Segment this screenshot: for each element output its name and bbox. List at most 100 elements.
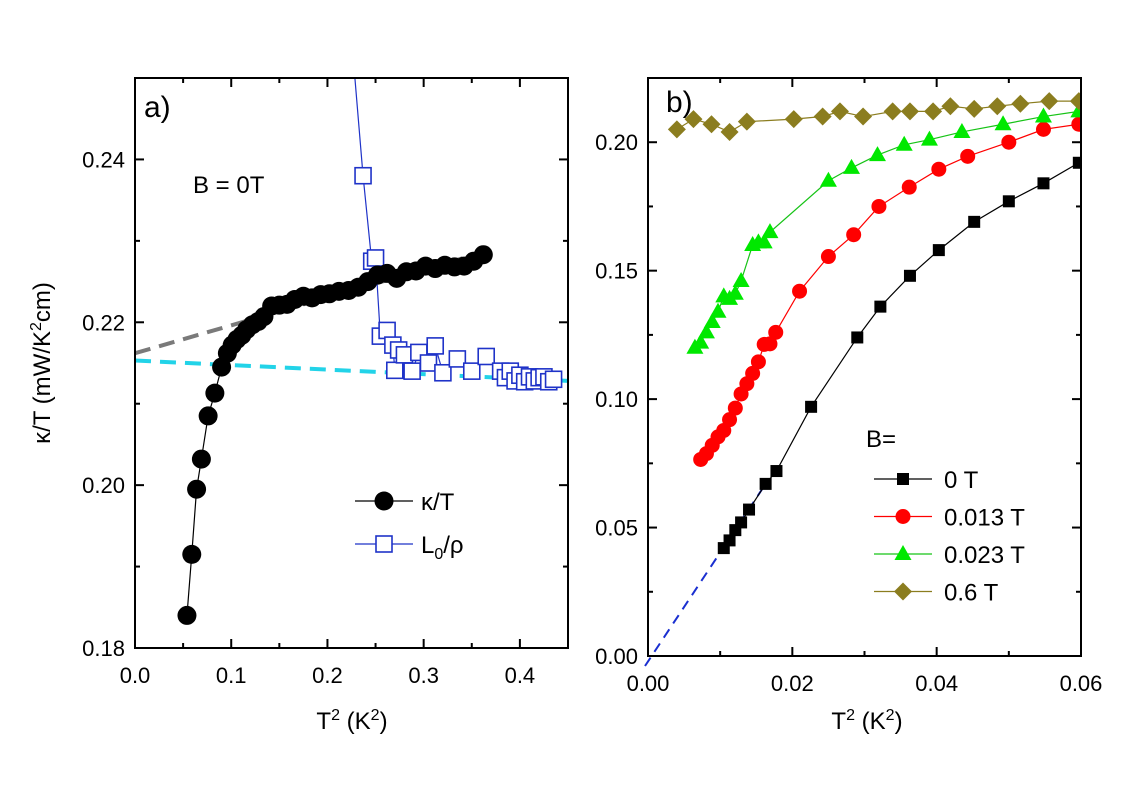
zero-t-legend-marker — [897, 473, 909, 485]
field-0023t-point — [755, 233, 773, 249]
field-0023t-legend-label: 0.023 T — [944, 542, 1025, 569]
field-06t-point — [737, 112, 756, 131]
field-0023t-point — [709, 302, 727, 318]
field-0023t-point — [868, 146, 886, 162]
panel-a-fit-lines — [135, 249, 568, 383]
field-06t-point — [1040, 92, 1059, 111]
kappa-point — [177, 605, 197, 625]
panel-b-fit-lines — [644, 483, 767, 667]
zero-t-point — [805, 400, 818, 413]
panel-a-xtick-label: 0.2 — [312, 663, 343, 688]
zero-t-point — [903, 269, 916, 282]
panel-b-series — [667, 92, 1081, 555]
zero-t-point — [1002, 195, 1015, 208]
field-0013t-series-line — [700, 123, 1079, 460]
kappa-point — [187, 479, 207, 499]
kappa-point — [205, 383, 225, 403]
field-0013t-point — [960, 148, 976, 164]
zero-t-point — [723, 534, 736, 547]
panel-b-frame — [647, 77, 1082, 657]
l0rho-point — [344, 29, 360, 45]
blue-extrapolation-line — [644, 483, 767, 667]
field-06t-point — [924, 102, 943, 121]
field-0013t-legend-label: 0.013 T — [944, 505, 1025, 532]
panel-b-xlabel: T2 (K2) — [831, 707, 902, 735]
panel-a-frame — [134, 77, 569, 649]
panel-b-legend: B= 0 T 0.013 T 0.023 T 0.6 T — [866, 426, 1025, 607]
l0rho-point — [462, 362, 481, 380]
field-0013t-point — [871, 198, 887, 214]
panel-b-ytick-label: 0.10 — [595, 387, 638, 412]
legend-kappa-marker — [374, 491, 394, 511]
field-06t-point — [667, 120, 686, 139]
field-0013t-point — [1035, 121, 1051, 137]
l0rho-point — [385, 361, 404, 380]
l0rho-point — [544, 370, 563, 389]
field-06t-point — [830, 102, 849, 121]
panel-b-xtick-label: 0.02 — [771, 671, 814, 696]
field-0023t-point — [726, 284, 744, 300]
field-0023t-legend-marker — [894, 545, 912, 560]
field-0013t-point — [722, 412, 738, 428]
panel-a-series — [177, 29, 563, 625]
field-06t-point — [1069, 92, 1081, 111]
l0rho-point — [354, 166, 372, 185]
l0rho-point — [403, 362, 421, 380]
panel-b-xtick-label: 0.06 — [1060, 671, 1103, 696]
field-06t-legend-label: 0.6 T — [944, 580, 999, 607]
panel-a-ticks: 0.0 0.1 0.2 0.3 0.4 0.18 0.20 0.22 0.24 — [82, 78, 568, 688]
zero-t-series-line — [723, 162, 1080, 549]
field-0013t-point — [750, 354, 766, 370]
field-0023t-point — [994, 115, 1012, 131]
l0rho-point — [366, 249, 385, 267]
field-0013t-point — [727, 400, 743, 416]
field-0023t-point — [761, 223, 779, 239]
field-0013t-legend-marker — [895, 509, 911, 524]
kappa-point — [191, 449, 211, 469]
zero-t-point — [851, 331, 864, 344]
legend-title: B= — [866, 426, 896, 453]
kappa-point — [182, 544, 202, 564]
field-06t-point — [684, 110, 703, 129]
field-0013t-point — [931, 161, 947, 177]
field-0023t-point — [692, 333, 710, 349]
panel-a-xtick-label: 0.0 — [120, 663, 151, 688]
panel-a-ylabel: κ/T (mW/K2cm) — [28, 282, 56, 444]
panel-a-ytick-label: 0.22 — [82, 310, 125, 335]
zero-t-point — [1072, 156, 1081, 169]
panel-b-xtick-label: 0.04 — [915, 671, 958, 696]
field-0023t-point — [895, 135, 913, 151]
legend-l0rho-label: L0/ρ — [421, 532, 464, 563]
l0rho-point — [448, 350, 467, 368]
panel-a-xtick-label: 0.4 — [505, 663, 536, 688]
field-06t-point — [965, 99, 984, 118]
panel-a-xtick-label: 0.1 — [216, 663, 247, 688]
field-0023t-series-line — [694, 110, 1079, 349]
l0rho-point — [434, 363, 452, 382]
zero-t-point — [932, 244, 945, 257]
field-06t-point — [883, 102, 902, 121]
kappa-point — [473, 245, 493, 265]
panel-b: 0.00 0.02 0.04 0.060.000.050.100.150.20 b) … — [595, 77, 1103, 735]
field-06t-point — [784, 110, 803, 129]
field-06t-point — [813, 107, 832, 126]
field-0023t-point — [819, 171, 837, 187]
field-06t-legend-marker — [894, 582, 912, 601]
legend-kappa-label: κ/T — [421, 489, 455, 516]
field-0023t-point — [1034, 107, 1052, 123]
zero-t-point — [743, 503, 756, 516]
field-0013t-point — [820, 249, 836, 265]
zero-t-point — [1037, 177, 1050, 190]
zero-t-point — [759, 477, 772, 490]
field-0013t-point — [745, 365, 761, 381]
zero-t-point — [770, 465, 783, 478]
panel-a-xtick-label: 0.3 — [408, 663, 439, 688]
legend-l0rho-marker — [375, 535, 393, 553]
panel-a-label: a) — [144, 91, 171, 124]
field-06t-point — [941, 97, 960, 116]
field-0023t-point — [843, 158, 861, 174]
field-0013t-point — [762, 336, 778, 352]
field-0013t-point — [846, 227, 862, 243]
field-06t-point — [900, 102, 919, 121]
field-0023t-point — [703, 313, 721, 329]
